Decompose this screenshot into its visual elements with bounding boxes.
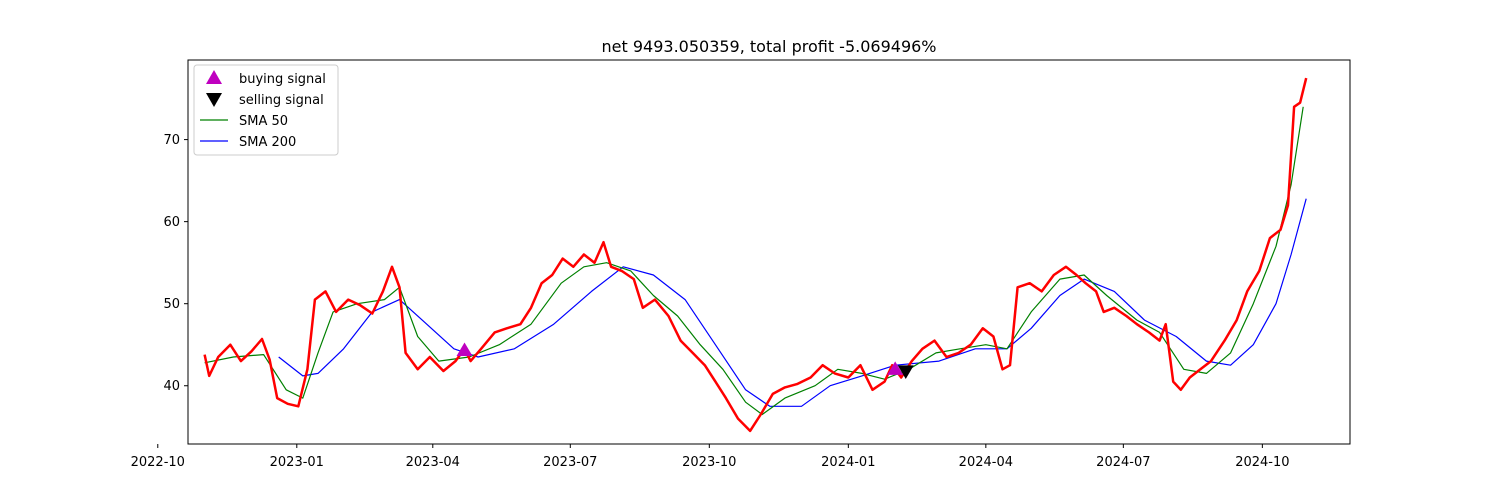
x-tick-label: 2024-10 bbox=[1235, 455, 1289, 470]
signal-layer bbox=[456, 342, 914, 379]
x-axis: 2022-10 2023-01 2023-04 2023-07 2023-10 2024-… bbox=[131, 444, 1290, 470]
y-tick-label: 40 bbox=[163, 379, 180, 394]
x-tick-label: 2023-01 bbox=[270, 455, 324, 470]
buy-signal-marker bbox=[456, 342, 473, 357]
x-tick-label: 2024-04 bbox=[959, 455, 1013, 470]
x-tick-label: 2024-01 bbox=[821, 455, 875, 470]
buy-signal-marker bbox=[887, 361, 904, 375]
y-tick-label: 50 bbox=[163, 297, 180, 312]
x-tick-label: 2023-10 bbox=[682, 455, 736, 470]
legend-label: buying signal bbox=[239, 72, 326, 87]
x-tick-label: 2023-07 bbox=[543, 455, 597, 470]
series-layer bbox=[203, 77, 1308, 433]
legend-label: SMA 50 bbox=[239, 114, 288, 129]
x-tick-label: 2023-04 bbox=[406, 455, 460, 470]
plot-area bbox=[187, 59, 1351, 445]
legend-box bbox=[193, 64, 339, 156]
x-tick-label: 2024-07 bbox=[1096, 455, 1150, 470]
sell-signal-marker bbox=[897, 365, 914, 379]
price-line bbox=[203, 77, 1308, 433]
x-tick-label: 2022-10 bbox=[131, 455, 185, 470]
sma-200-line bbox=[278, 198, 1307, 407]
chart-title: net 9493.050359, total profit -5.069496% bbox=[602, 37, 937, 56]
legend-sell-marker bbox=[206, 93, 222, 107]
y-axis: 40 50 60 70 bbox=[163, 133, 188, 394]
legend-label: selling signal bbox=[239, 93, 324, 108]
legend: buying signal selling signal SMA 50 SMA 200 bbox=[193, 64, 339, 156]
y-tick-label: 60 bbox=[163, 215, 180, 230]
legend-buy-marker bbox=[206, 70, 222, 84]
legend-label: SMA 200 bbox=[239, 135, 296, 150]
y-tick-label: 70 bbox=[163, 133, 180, 148]
